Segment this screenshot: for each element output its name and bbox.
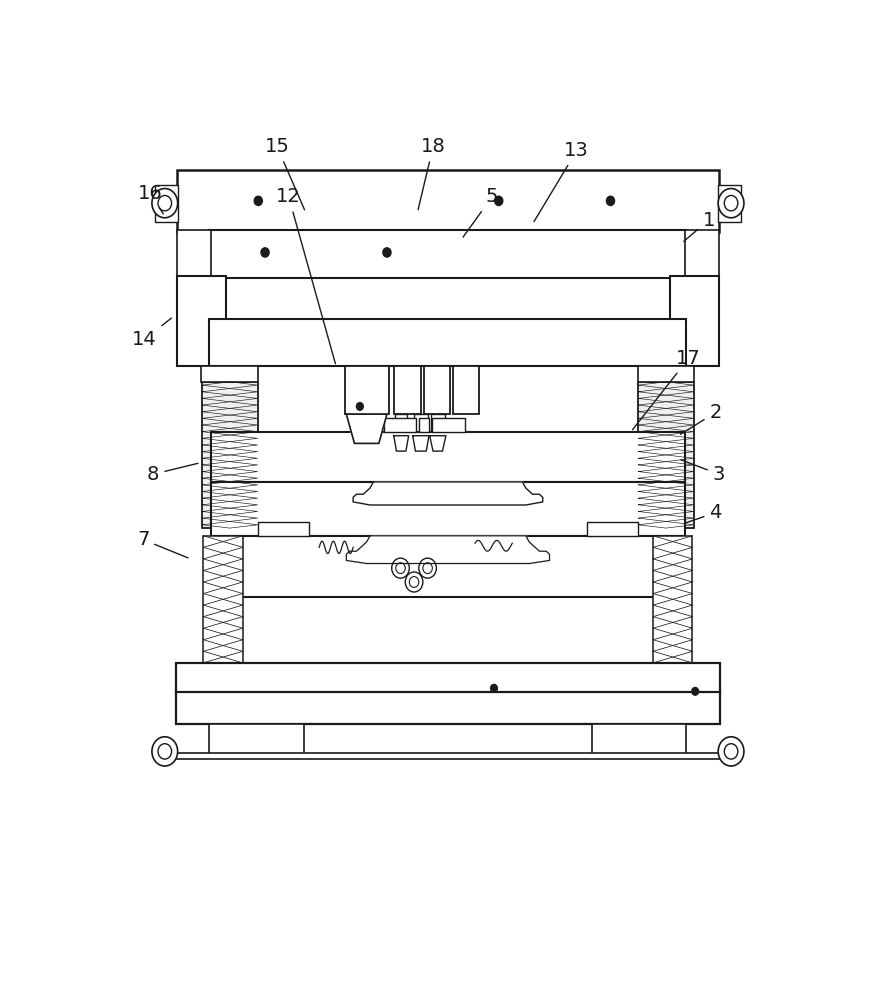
- Text: 1: 1: [683, 211, 715, 241]
- Circle shape: [152, 737, 177, 766]
- Bar: [638, 366, 695, 382]
- Circle shape: [158, 744, 171, 759]
- Bar: [259, 522, 309, 536]
- Circle shape: [409, 577, 419, 587]
- Text: 4: 4: [684, 503, 722, 523]
- Text: 14: 14: [132, 318, 171, 349]
- Circle shape: [254, 196, 262, 205]
- Bar: [177, 230, 211, 278]
- Bar: [204, 536, 243, 663]
- Bar: [653, 536, 692, 663]
- Circle shape: [725, 744, 738, 759]
- Text: 2: 2: [681, 403, 722, 434]
- Bar: [202, 382, 258, 528]
- Text: 18: 18: [418, 137, 446, 210]
- Polygon shape: [413, 436, 429, 451]
- Bar: [384, 418, 416, 432]
- Text: 17: 17: [633, 349, 701, 430]
- Bar: [395, 414, 407, 436]
- Bar: [176, 692, 720, 724]
- Bar: [176, 663, 720, 694]
- Circle shape: [152, 189, 177, 218]
- Bar: [211, 432, 685, 482]
- Circle shape: [406, 572, 423, 592]
- Text: 3: 3: [681, 460, 725, 484]
- Bar: [670, 276, 718, 366]
- Circle shape: [419, 558, 436, 578]
- Circle shape: [392, 558, 409, 578]
- Bar: [211, 482, 685, 536]
- Circle shape: [718, 737, 744, 766]
- Text: 16: 16: [137, 184, 163, 214]
- Bar: [393, 366, 421, 414]
- Circle shape: [261, 248, 269, 257]
- Bar: [414, 414, 427, 436]
- Bar: [685, 230, 719, 278]
- Polygon shape: [353, 482, 543, 505]
- Bar: [156, 185, 178, 222]
- Circle shape: [490, 684, 497, 692]
- Bar: [424, 366, 450, 414]
- Text: 15: 15: [265, 137, 304, 210]
- Circle shape: [396, 563, 406, 574]
- Circle shape: [725, 195, 738, 211]
- Bar: [431, 414, 445, 436]
- Bar: [718, 185, 740, 222]
- Bar: [201, 366, 259, 382]
- Circle shape: [691, 687, 698, 695]
- Text: 8: 8: [147, 463, 198, 484]
- Bar: [210, 319, 686, 366]
- Circle shape: [607, 196, 614, 205]
- Bar: [211, 536, 685, 597]
- Circle shape: [158, 195, 171, 211]
- Text: 13: 13: [534, 141, 589, 222]
- Text: 12: 12: [276, 188, 336, 364]
- Polygon shape: [430, 436, 446, 451]
- Bar: [592, 724, 686, 755]
- Circle shape: [423, 563, 433, 574]
- Bar: [454, 366, 479, 414]
- Bar: [638, 382, 694, 528]
- Bar: [210, 724, 304, 755]
- Circle shape: [718, 189, 744, 218]
- Bar: [420, 418, 429, 432]
- Bar: [177, 276, 225, 366]
- Bar: [586, 522, 637, 536]
- Polygon shape: [346, 536, 550, 564]
- Bar: [210, 230, 686, 278]
- Circle shape: [357, 403, 364, 410]
- Bar: [177, 170, 718, 232]
- Circle shape: [495, 196, 503, 205]
- Bar: [176, 753, 720, 759]
- Bar: [345, 366, 389, 414]
- Polygon shape: [393, 436, 409, 451]
- Polygon shape: [346, 414, 387, 443]
- Circle shape: [383, 248, 391, 257]
- Bar: [433, 418, 465, 432]
- Text: 5: 5: [463, 188, 498, 237]
- Text: 7: 7: [137, 530, 188, 558]
